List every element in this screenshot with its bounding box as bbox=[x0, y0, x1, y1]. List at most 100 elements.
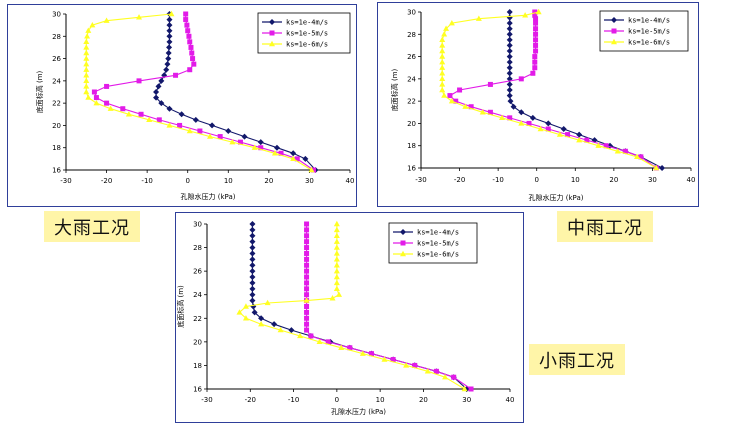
legend: ks=1e-4m/s ks=1e-5m/s ks=1e-6m/s bbox=[388, 222, 478, 264]
legend-entry: ks=1e-4m/s bbox=[417, 229, 459, 237]
data-point bbox=[532, 9, 538, 15]
data-point bbox=[166, 27, 173, 34]
data-point bbox=[165, 55, 172, 62]
data-point bbox=[439, 81, 446, 87]
y-axis-label: 底面标高 (m) bbox=[35, 70, 44, 113]
data-point bbox=[294, 156, 300, 162]
data-point bbox=[93, 95, 99, 101]
data-point bbox=[178, 111, 185, 118]
legend-marker bbox=[400, 240, 406, 246]
data-point bbox=[487, 109, 493, 115]
data-point bbox=[533, 26, 539, 32]
legend-marker bbox=[269, 19, 275, 25]
data-point bbox=[258, 315, 265, 322]
data-point bbox=[390, 357, 396, 363]
data-point bbox=[537, 125, 544, 132]
data-point bbox=[447, 93, 453, 99]
data-point bbox=[310, 167, 316, 173]
data-point bbox=[83, 38, 90, 45]
chart-light-rain: 16 18 20 22 24 26 28 30 -30 -20 -10 0 10 20 30 40 孔隙水压力 … bbox=[176, 221, 515, 417]
chart-heavy-rain: 16 18 20 22 24 26 28 30 -30 -20 -10 0 10 20 30 40 孔隙水压力 … bbox=[35, 11, 354, 202]
series-0 bbox=[153, 11, 319, 173]
x-tick-label: 30 bbox=[648, 176, 657, 184]
data-point bbox=[506, 87, 513, 93]
data-point bbox=[308, 333, 314, 339]
chart-panel-moderate-rain: 16 18 20 22 24 26 28 30 -30 -20 -10 0 10 20 30 40 孔隙水压力 … bbox=[377, 2, 699, 207]
legend-entry: ks=1e-6m/s bbox=[417, 251, 459, 259]
data-point bbox=[158, 77, 165, 84]
data-point bbox=[304, 268, 310, 274]
data-point bbox=[462, 103, 469, 109]
y-tick-label: 28 bbox=[193, 244, 202, 252]
x-tick-label: 30 bbox=[305, 177, 314, 185]
data-point bbox=[304, 309, 310, 315]
data-point bbox=[83, 83, 90, 89]
data-point bbox=[191, 61, 197, 67]
data-point bbox=[506, 64, 513, 71]
data-point bbox=[304, 274, 310, 280]
data-point bbox=[304, 321, 310, 327]
x-tick-label: 40 bbox=[506, 396, 515, 404]
data-point bbox=[576, 131, 583, 138]
data-point bbox=[192, 116, 199, 123]
data-point bbox=[188, 44, 194, 50]
data-point bbox=[85, 27, 92, 33]
data-point bbox=[187, 67, 193, 73]
data-point bbox=[506, 25, 513, 32]
x-tick-label: 20 bbox=[264, 177, 273, 185]
data-point bbox=[412, 362, 418, 368]
data-point bbox=[302, 155, 309, 162]
data-point bbox=[506, 20, 513, 27]
x-tick-label: -30 bbox=[60, 177, 71, 185]
data-point bbox=[439, 64, 446, 70]
data-point bbox=[290, 150, 297, 157]
x-tick-label: -10 bbox=[141, 177, 152, 185]
data-point bbox=[136, 78, 142, 84]
data-point bbox=[83, 88, 90, 95]
chart-panel-light-rain: 16 18 20 22 24 26 28 30 -30 -20 -10 0 10 20 30 40 孔隙水压力 … bbox=[175, 212, 524, 423]
data-point bbox=[249, 226, 256, 233]
legend-entry: ks=1e-6m/s bbox=[628, 39, 670, 47]
data-point bbox=[545, 120, 552, 127]
data-point bbox=[532, 59, 538, 65]
data-point bbox=[442, 374, 449, 380]
data-point bbox=[187, 39, 193, 45]
data-point bbox=[368, 351, 374, 357]
data-point bbox=[83, 77, 90, 84]
data-point bbox=[236, 309, 243, 315]
y-tick-label: 16 bbox=[193, 386, 202, 394]
data-point bbox=[290, 155, 297, 162]
data-point bbox=[303, 297, 310, 303]
legend-entry: ks=1e-6m/s bbox=[286, 41, 328, 49]
data-point bbox=[308, 166, 315, 173]
data-point bbox=[506, 75, 513, 82]
y-tick-label: 24 bbox=[193, 291, 202, 299]
data-point bbox=[634, 153, 640, 160]
data-point bbox=[83, 60, 90, 67]
data-point bbox=[258, 145, 264, 151]
y-tick-label: 28 bbox=[407, 31, 416, 39]
data-point bbox=[535, 8, 542, 15]
data-point bbox=[499, 114, 505, 121]
data-point bbox=[468, 104, 474, 110]
y-tick-label: 20 bbox=[52, 122, 61, 130]
y-tick-label: 18 bbox=[407, 142, 416, 150]
x-tick-label: -20 bbox=[101, 177, 112, 185]
data-point bbox=[439, 86, 446, 93]
data-point bbox=[333, 232, 340, 238]
data-point bbox=[304, 250, 310, 256]
data-point bbox=[603, 143, 609, 149]
data-point bbox=[249, 232, 256, 239]
x-tick-label: -20 bbox=[454, 176, 465, 184]
data-point bbox=[83, 72, 90, 78]
chart-moderate-rain: 16 18 20 22 24 26 28 30 -30 -20 -10 0 10 20 30 40 孔隙水压力 … bbox=[390, 8, 695, 203]
data-point bbox=[288, 327, 295, 334]
data-point bbox=[403, 362, 410, 368]
data-point bbox=[451, 374, 457, 380]
data-point bbox=[166, 22, 173, 29]
x-tick-label: 30 bbox=[462, 396, 471, 404]
data-point bbox=[316, 338, 323, 345]
data-point bbox=[165, 50, 172, 56]
y-tick-label: 30 bbox=[52, 11, 61, 19]
x-tick-label: -10 bbox=[492, 176, 503, 184]
